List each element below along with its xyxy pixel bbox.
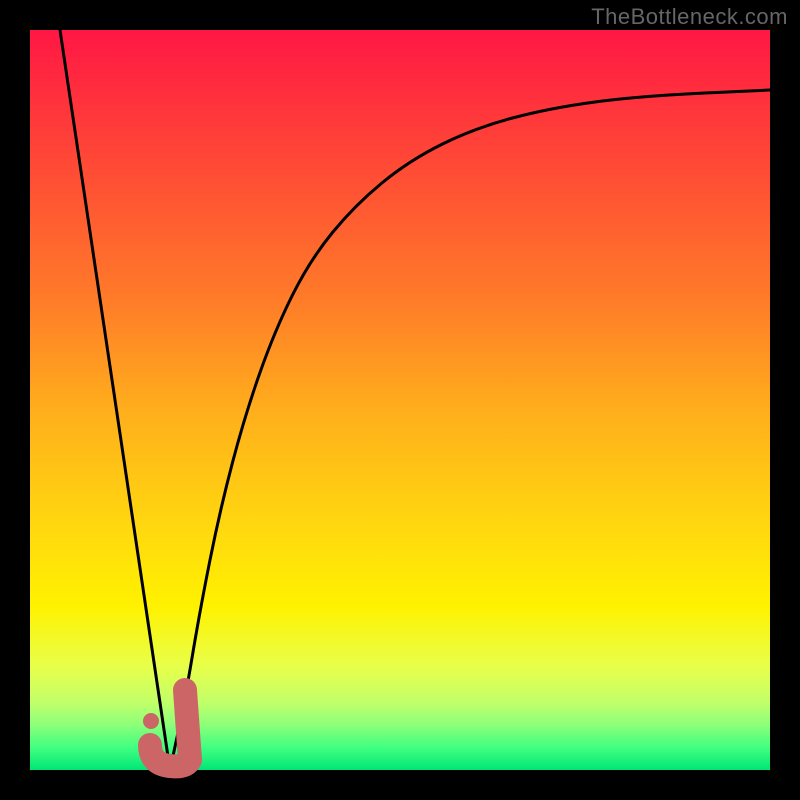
bottleneck-curve-chart [0,0,800,800]
chart-container: TheBottleneck.com [0,0,800,800]
watermark-text: TheBottleneck.com [591,4,788,30]
plot-gradient-background [30,30,770,770]
marker-dot [143,713,159,729]
